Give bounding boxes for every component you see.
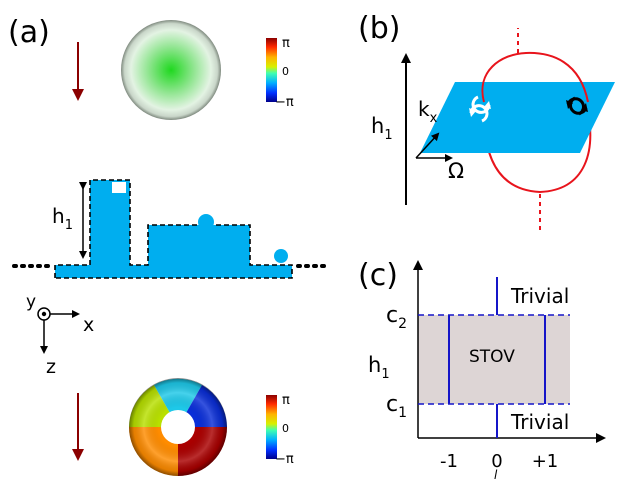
x-axis-label: l bbox=[494, 468, 498, 480]
rotation-white-icon bbox=[469, 95, 491, 123]
panel-a-label: (a) bbox=[8, 15, 50, 50]
panel-b-label: (b) bbox=[358, 11, 400, 46]
panel-c: (c) c2 h1 c1 Trivial STOV Trivial -1 0 +… bbox=[358, 258, 606, 480]
particle-right bbox=[274, 249, 288, 263]
axis-y-label: y bbox=[26, 292, 36, 312]
omega-label: Ω bbox=[448, 159, 464, 183]
tick-label-zero: 0 bbox=[491, 451, 502, 472]
rotation-black-icon bbox=[566, 96, 588, 116]
phase-colorbar-top bbox=[266, 38, 277, 102]
kx-axis-arrow bbox=[415, 132, 440, 159]
colorbar-bottom-max: π bbox=[282, 393, 290, 408]
step-notch bbox=[112, 182, 126, 193]
momentum-plane bbox=[420, 82, 615, 153]
y-axis-dot-icon bbox=[41, 311, 47, 317]
colorbar-top-min: −π bbox=[275, 95, 294, 110]
height-label: h1 bbox=[52, 204, 73, 233]
panel-b: (b) h1 kx Ω bbox=[358, 11, 615, 232]
panel-a: (a) π 0 −π h1 y x z bbox=[8, 15, 328, 476]
axis-x-label: x bbox=[83, 314, 94, 336]
panel-c-label: (c) bbox=[358, 258, 398, 293]
step-structure bbox=[54, 179, 293, 279]
stov-label: STOV bbox=[469, 347, 515, 367]
c2-label: c2 bbox=[386, 303, 407, 332]
c-h1-label: h1 bbox=[368, 353, 390, 382]
loop-upper bbox=[481, 51, 589, 103]
trivial-label-bottom: Trivial bbox=[510, 410, 569, 434]
phase-colorbar-bottom bbox=[266, 395, 277, 459]
gaussian-beam-disk bbox=[121, 20, 221, 120]
tick-label-minus1: -1 bbox=[440, 451, 458, 472]
trivial-label-top: Trivial bbox=[510, 284, 569, 308]
colorbar-top-max: π bbox=[282, 36, 290, 51]
colorbar-bottom-mid: 0 bbox=[282, 422, 289, 435]
colorbar-bottom-min: −π bbox=[275, 452, 294, 467]
tick-label-plus1: +1 bbox=[532, 451, 559, 472]
c1-label: c1 bbox=[386, 392, 407, 421]
particle-middle bbox=[198, 214, 214, 230]
h1-axis-label: h1 bbox=[371, 114, 393, 143]
vortex-donut bbox=[129, 378, 227, 476]
kx-label: kx bbox=[418, 97, 438, 126]
coordinate-axes: y x z bbox=[26, 292, 94, 378]
axis-z-label: z bbox=[46, 356, 56, 378]
colorbar-top-mid: 0 bbox=[282, 65, 289, 78]
